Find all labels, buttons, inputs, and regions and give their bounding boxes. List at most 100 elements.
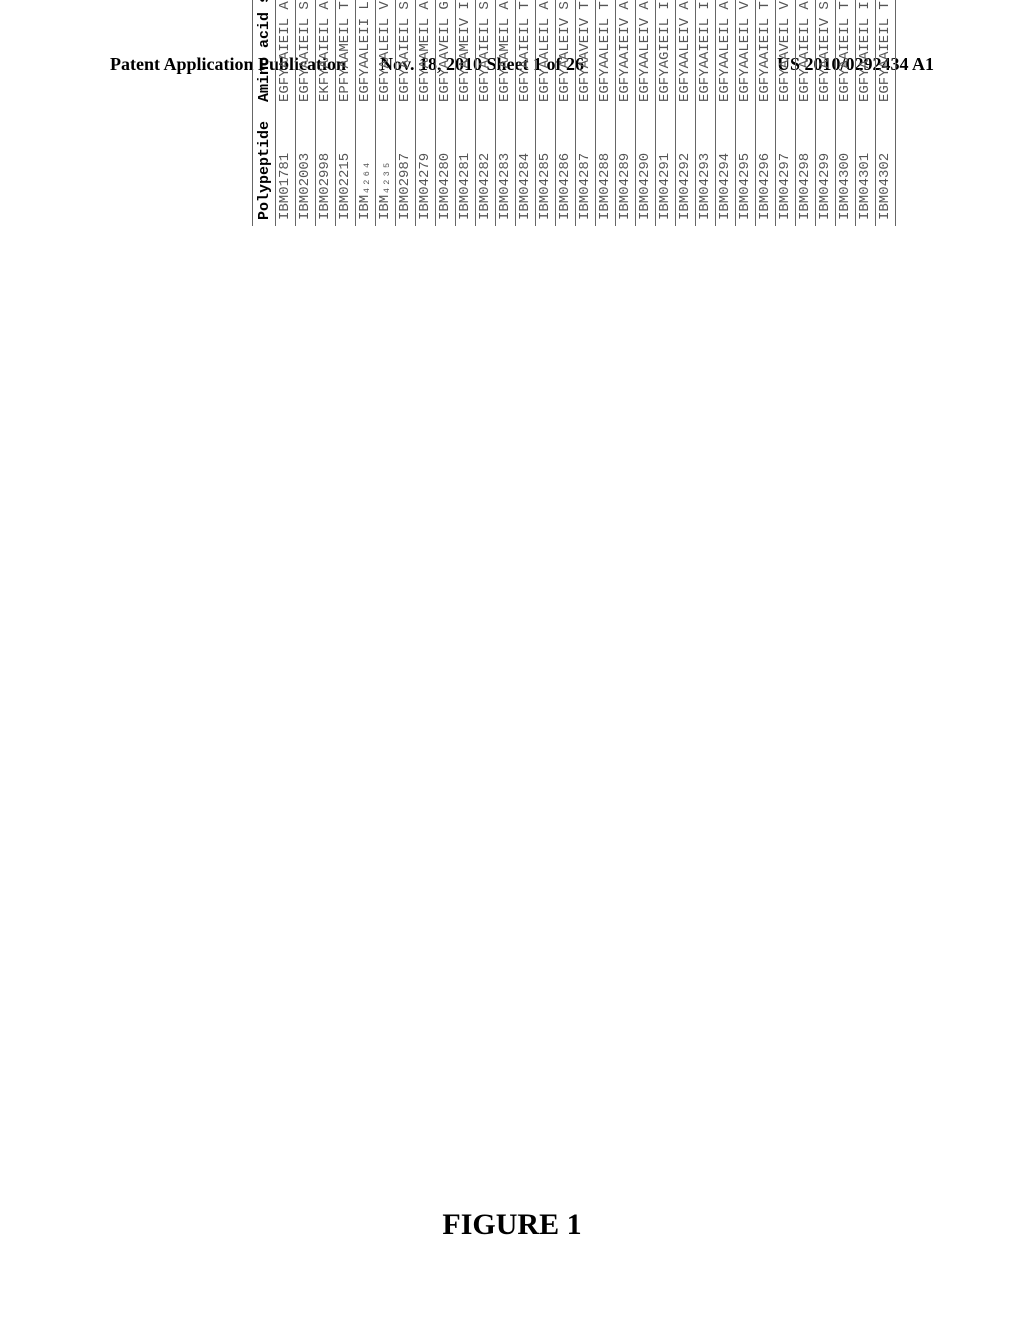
cell-sequence: EGFYAAIEIL TLPNLNRRQR SAFITSLED <box>516 0 536 108</box>
cell-sequence: EGFYAALEIL TLPNLNTKQH RAFITSLGD <box>596 0 616 108</box>
table-row: IBM04291EGFYAGIEIL ILPNLNERQR AAFIRSLSD2… <box>656 0 676 226</box>
cell-sequence: EGFYAALEIL VLPNLTQRQR TAFITSLED <box>736 0 756 108</box>
table-row: IBM01781EGFYAAIEIL ALPNLNRKQS TAFISSLED1 <box>276 0 296 226</box>
table-row: IBM04280EGFYAAVEIL GLPNLNARQR TAFINSLED9 <box>436 0 456 226</box>
table-row: IBM04294EGFYAALEIL ALPNLNTRQR SAFISSLPD2… <box>716 0 736 226</box>
cell-polypeptide: IBM01781 <box>276 108 296 226</box>
table-row: IBM04282EGFYAAIEIL SLPNLTQKQH TAFIGSLTD1… <box>476 0 496 226</box>
cell-sequence: EPFYAAMEIL TLPNLNNGQR RAFITSLND <box>336 0 356 108</box>
cell-polypeptide: IBM04297 <box>776 108 796 226</box>
cell-polypeptide: IBM02215 <box>336 108 356 226</box>
cell-polypeptide: IBM04295 <box>736 108 756 226</box>
cell-polypeptide: IBM04289 <box>616 108 636 226</box>
table-row: IBM04290EGFYAALEIV ALPNLTPRQR TAFIGSLED1… <box>636 0 656 226</box>
cell-sequence: EGFYAALEIV ALPNLTPRQR TAFIGSLED <box>636 0 656 108</box>
table-row: IBM04292EGFYAALEIV ALPNLTSKQR EAFIGSLGD2… <box>676 0 696 226</box>
table-row: IBM04285EGFYAALEIL ALPNLNRKQR TAFISSLDD1… <box>536 0 556 226</box>
cell-polypeptide: IBM04280 <box>436 108 456 226</box>
cell-sequence: EGFYAALEIV SLPNLTERQR AAFIGSLDD <box>556 0 576 108</box>
table-row: IBM04289EGFYAAIEIV ALPNLNRRQR SAFIRSLED1… <box>616 0 636 226</box>
cell-sequence: EGFYAAVEIL GLPNLNARQR TAFINSLED <box>436 0 456 108</box>
cell-polypeptide: IBM02998 <box>316 108 336 226</box>
cell-polypeptide: IBM02003 <box>296 108 316 226</box>
cell-polypeptide: IBM04285 <box>536 108 556 226</box>
cell-sequence: EGFYAALEIV ALPNLTSKQR EAFIGSLGD <box>676 0 696 108</box>
table-row: IBM04283EGFYAAMEIL ALPNLNGRQR SAFITSLND1… <box>496 0 516 226</box>
cell-polypeptide: IBM₄₂₆₄ <box>356 108 376 226</box>
cell-sequence: EGFYAAVEIV TLPNLTKGQR EAFIGSLGD <box>576 0 596 108</box>
table-row: IBM04297EGFYAAVEIL VLPNLTSRQR TAFIGSLTD2… <box>776 0 796 226</box>
sequence-table: Polypeptide Amino acid sequence SEQ ID N… <box>252 0 896 226</box>
cell-sequence: EKFYAAIEIL ALPNLNRKQS TAFIRSLED <box>316 0 336 108</box>
col-header-polypeptide: Polypeptide <box>253 108 276 226</box>
table-row: IBM04284EGFYAAIEIL TLPNLNRRQR SAFITSLED1… <box>516 0 536 226</box>
cell-polypeptide: IBM04279 <box>416 108 436 226</box>
cell-polypeptide: IBM04299 <box>816 108 836 226</box>
table-row: IBM04287EGFYAAVEIV TLPNLTKGQR EAFIGSLGD1… <box>576 0 596 226</box>
table-row: IBM04288EGFYAALEIL TLPNLNTKQH RAFITSLGD1… <box>596 0 616 226</box>
table-row: IBM₄₂₆₄EGFYAALEII LLPNLNPSQW TAFITSLGD5 <box>356 0 376 226</box>
table-row: IBM04300EGFYAAIEIL TLPNLNERQR GAFIGSLSD2… <box>836 0 856 226</box>
sequence-table-wrap: Polypeptide Amino acid sequence SEQ ID N… <box>252 0 896 226</box>
cell-sequence: EGFYAAIEIL TLPNLNNRQR TAFITSLPD <box>756 0 776 108</box>
cell-sequence: EGFYAAIEIL ILPNLNRNQR TAFISSLGD <box>856 0 876 108</box>
cell-sequence: EGFYAAIEIV ALPNLNRRQR SAFIRSLED <box>616 0 636 108</box>
cell-sequence: EGFYAAVEIL VLPNLTSRQR TAFIGSLTD <box>776 0 796 108</box>
table-row: IBM04281EGFYAAMEIV ILPNLTHRQR AAFIGSLTD1… <box>456 0 476 226</box>
cell-polypeptide: IBM₄₂₃₅ <box>376 108 396 226</box>
table-row: IBM₄₂₃₅EGFYAALEIL VLPNLNTQQR GAFITSLSD6 <box>376 0 396 226</box>
cell-polypeptide: IBM02987 <box>396 108 416 226</box>
cell-polypeptide: IBM04288 <box>596 108 616 226</box>
cell-polypeptide: IBM04296 <box>756 108 776 226</box>
cell-sequence: EGFYAAMEIL ALPNLNSRQS KAFINSLTD <box>416 0 436 108</box>
cell-polypeptide: IBM04287 <box>576 108 596 226</box>
cell-sequence: EGFYAAMEIV ILPNLTHRQR AAFIGSLTD <box>456 0 476 108</box>
table-row: IBM04301EGFYAAIEIL ILPNLNRNQR TAFISSLGD3… <box>856 0 876 226</box>
cell-sequence: EGFYAALEIL ALPNLNRKQR TAFISSLDD <box>536 0 556 108</box>
cell-sequence: EGFYAAMEIL ALPNLNGRQR SAFITSLND <box>496 0 516 108</box>
cell-polypeptide: IBM04290 <box>636 108 656 226</box>
cell-polypeptide: IBM04286 <box>556 108 576 226</box>
figure-caption: FIGURE 1 <box>0 1208 1024 1242</box>
cell-polypeptide: IBM04293 <box>696 108 716 226</box>
cell-polypeptide: IBM04302 <box>876 108 896 226</box>
page: Patent Application Publication Nov. 18, … <box>0 0 1024 1320</box>
table-row: IBM04299EGFYAAIEIV SLPNLNQRQR TAFITSLED2… <box>816 0 836 226</box>
table-row: IBM02003EGFYAAIEIL SLPNLNHSQR GAFITSLTD2 <box>296 0 316 226</box>
cell-sequence: EGFYAALEIL VLPNLNTQQR GAFITSLSD <box>376 0 396 108</box>
table-row: IBM02998EKFYAAIEIL ALPNLNRKQS TAFIRSLED3 <box>316 0 336 226</box>
table-row: IBM02987EGFYAAIEIL SLPNLNHSQR GAFITSLTD7 <box>396 0 416 226</box>
cell-sequence: EGFYAAIEIL SLPNLTQKQH TAFIGSLTD <box>476 0 496 108</box>
cell-sequence: EGFYAALEIL ALPNLNTRQR SAFISSLPD <box>716 0 736 108</box>
cell-polypeptide: IBM04282 <box>476 108 496 226</box>
cell-polypeptide: IBM04298 <box>796 108 816 226</box>
cell-polypeptide: IBM04284 <box>516 108 536 226</box>
table-row: IBM04296EGFYAAIEIL TLPNLNNRQR TAFITSLPD2… <box>756 0 776 226</box>
cell-sequence: EGFYAALEII LLPNLNPSQW TAFITSLGD <box>356 0 376 108</box>
table-body: IBM01781EGFYAAIEIL ALPNLNRKQS TAFISSLED1… <box>276 0 896 226</box>
cell-polypeptide: IBM04300 <box>836 108 856 226</box>
cell-sequence: EGFYAAIEIL TLPNLNERQR GAFIGSLSD <box>836 0 856 108</box>
table-row: IBM04286EGFYAALEIV SLPNLTERQR AAFIGSLDD1… <box>556 0 576 226</box>
cell-sequence: EGFYAAIEIL ALPNLNHRQR GAFISSLGD <box>796 0 816 108</box>
table-row: IBM04293EGFYAAIEIL ILPNLNGSQR RAFISSLAD2… <box>696 0 716 226</box>
cell-sequence: EGFYAAIEIL ALPNLNRKQS TAFISSLED <box>276 0 296 108</box>
table-header-row: Polypeptide Amino acid sequence SEQ ID N… <box>253 0 276 226</box>
cell-sequence: EGFYAAIEIV SLPNLNQRQR TAFITSLED <box>816 0 836 108</box>
cell-sequence: EGFYAAIEIL ILPNLNGSQR RAFISSLAD <box>696 0 716 108</box>
cell-polypeptide: IBM04292 <box>676 108 696 226</box>
table-row: IBM04302EGFYAAIEIL TLPNLNRRQR DAFITSLND3… <box>876 0 896 226</box>
cell-polypeptide: IBM04283 <box>496 108 516 226</box>
cell-polypeptide: IBM04294 <box>716 108 736 226</box>
cell-polypeptide: IBM04281 <box>456 108 476 226</box>
cell-polypeptide: IBM04291 <box>656 108 676 226</box>
cell-sequence: EGFYAAIEIL SLPNLNHSQR GAFITSLTD <box>396 0 416 108</box>
table-row: IBM04298EGFYAAIEIL ALPNLNHRQR GAFISSLGD2… <box>796 0 816 226</box>
cell-sequence: EGFYAAIEIL SLPNLNHSQR GAFITSLTD <box>296 0 316 108</box>
table-row: IBM02215EPFYAAMEIL TLPNLNNGQR RAFITSLND4 <box>336 0 356 226</box>
table-row: IBM04279EGFYAAMEIL ALPNLNSRQS KAFINSLTD8 <box>416 0 436 226</box>
cell-sequence: EGFYAAIEIL TLPNLNRRQR DAFITSLND <box>876 0 896 108</box>
cell-polypeptide: IBM04301 <box>856 108 876 226</box>
col-header-sequence: Amino acid sequence <box>253 0 276 108</box>
table-row: IBM04295EGFYAALEIL VLPNLTQRQR TAFITSLED2… <box>736 0 756 226</box>
